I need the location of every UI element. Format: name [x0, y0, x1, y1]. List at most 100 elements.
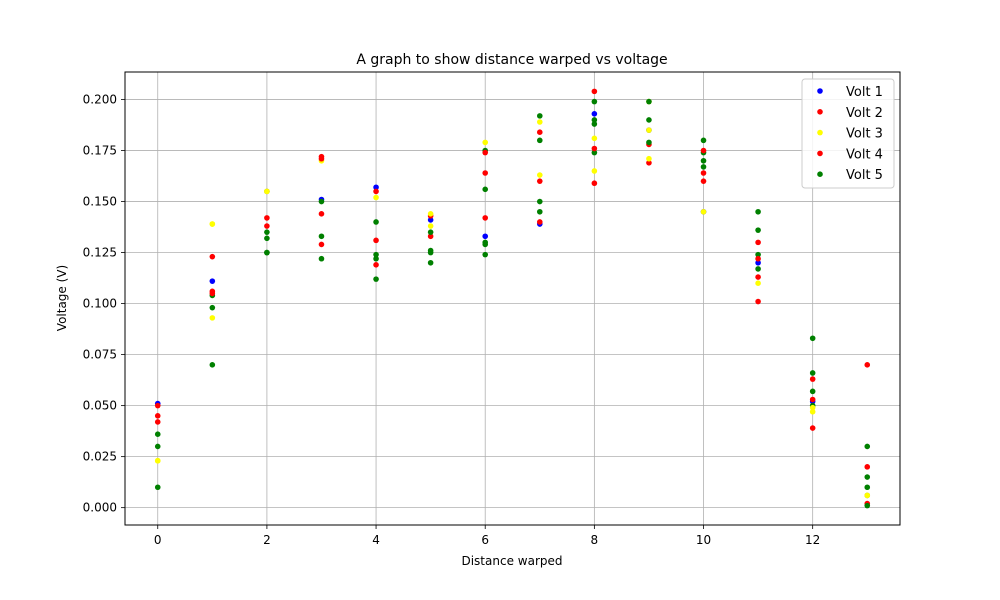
data-point: [591, 117, 598, 123]
data-point: [755, 255, 761, 262]
y-axis-label: Voltage (V): [55, 265, 69, 331]
data-point: [482, 170, 489, 176]
data-point: [700, 164, 707, 170]
y-tick-label: 0.100: [83, 297, 117, 311]
data-point: [209, 304, 216, 311]
data-point: [318, 211, 325, 217]
data-point: [209, 315, 216, 321]
data-point: [809, 425, 816, 431]
data-point: [591, 180, 598, 187]
legend-label: Volt 5: [846, 168, 883, 183]
grid-lines: [125, 72, 900, 525]
data-point: [536, 119, 543, 125]
data-point: [536, 178, 543, 184]
data-point: [755, 208, 761, 215]
data-point: [482, 186, 489, 193]
data-point: [536, 137, 543, 144]
data-point: [591, 88, 598, 95]
data-point: [427, 217, 434, 223]
data-point: [482, 149, 489, 156]
legend-label: Volt 4: [846, 147, 883, 162]
data-point: [482, 215, 489, 221]
data-point: [755, 227, 761, 233]
data-point: [591, 145, 598, 152]
data-point: [209, 290, 216, 297]
data-point: [700, 157, 707, 164]
data-point: [318, 155, 325, 162]
data-point: [591, 98, 598, 105]
x-tick-label: 12: [805, 533, 820, 547]
x-tick-label: 8: [591, 533, 599, 547]
y-tick-label: 0.025: [83, 450, 117, 464]
data-point: [809, 404, 816, 411]
data-point: [646, 155, 652, 162]
data-point: [591, 135, 598, 142]
data-point: [864, 362, 871, 368]
data-point: [154, 443, 161, 450]
data-point: [646, 160, 652, 166]
data-point: [373, 188, 379, 195]
data-point: [536, 129, 543, 135]
data-point: [864, 502, 871, 509]
data-point: [591, 121, 598, 127]
data-point: [864, 464, 871, 470]
data-point: [536, 219, 543, 225]
data-point: [755, 251, 761, 258]
data-point: [264, 188, 270, 195]
legend-marker: [817, 171, 823, 177]
y-tick-label: 0.150: [83, 195, 117, 209]
data-point: [427, 259, 434, 266]
x-tick-label: 4: [372, 533, 380, 547]
data-point: [482, 241, 489, 248]
y-tick-label: 0.075: [83, 348, 117, 362]
data-point: [427, 223, 434, 229]
data-point: [154, 431, 161, 437]
data-point: [427, 211, 434, 217]
data-point: [209, 253, 216, 260]
data-point: [482, 233, 489, 240]
data-point: [755, 274, 761, 280]
x-axis-ticks: 0 2 4 6 8 10 12: [154, 525, 820, 547]
data-point: [809, 388, 816, 395]
data-point: [154, 419, 161, 425]
data-point: [700, 137, 707, 144]
data-point: [373, 255, 379, 262]
y-axis-ticks: 0.000 0.025 0.050 0.075 0.100 0.125 0.150 0.175…: [83, 93, 125, 515]
data-point: [864, 484, 871, 491]
x-axis-label: Distance warped: [461, 554, 562, 568]
data-point: [154, 402, 161, 409]
data-points: [154, 88, 871, 509]
data-point: [591, 168, 598, 174]
data-point: [264, 249, 270, 256]
legend-label: Volt 3: [846, 127, 883, 142]
legend-marker: [817, 129, 823, 136]
data-point: [154, 484, 161, 491]
data-point: [646, 127, 652, 133]
legend-marker: [817, 150, 823, 157]
data-point: [755, 298, 761, 305]
y-tick-label: 0.125: [83, 246, 117, 260]
data-point: [646, 98, 652, 105]
x-tick-label: 6: [481, 533, 489, 547]
data-point: [373, 219, 379, 225]
data-point: [755, 266, 761, 272]
data-point: [591, 111, 598, 117]
data-point: [318, 255, 325, 262]
data-point: [154, 413, 161, 419]
legend-marker: [817, 88, 823, 94]
data-point: [154, 457, 161, 464]
data-point: [700, 147, 707, 154]
data-point: [373, 184, 379, 191]
data-point: [318, 241, 325, 248]
legend: Volt 1 Volt 2 Volt 3 Volt 4 Volt 5: [801, 78, 895, 189]
data-point: [755, 259, 761, 266]
data-point: [209, 278, 216, 284]
data-point: [646, 139, 652, 146]
y-tick-label: 0.050: [83, 399, 117, 413]
data-point: [809, 370, 816, 376]
x-tick-label: 10: [696, 533, 711, 547]
data-point: [536, 172, 543, 178]
data-point: [318, 198, 325, 205]
data-point: [482, 251, 489, 258]
legend-label: Volt 1: [846, 85, 883, 100]
